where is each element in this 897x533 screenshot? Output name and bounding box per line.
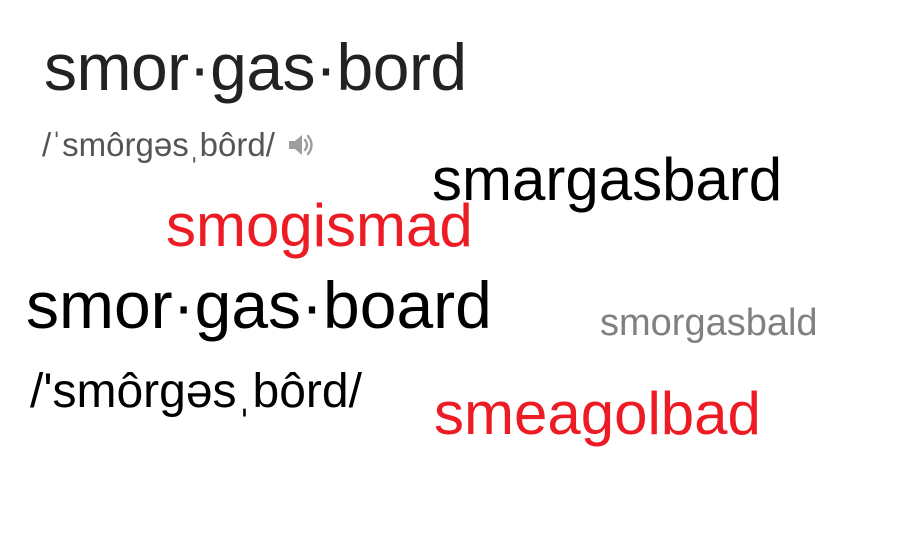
word-smargasbard: smargasbard [432,146,783,213]
speaker-icon[interactable] [285,129,317,161]
pronunciation-large: /'smôrɡəsˌbôrd/ [30,365,362,418]
word-smorgasbald: smorgasbald [600,302,818,344]
speaker-icon-graphic [288,134,313,155]
dictionary-headword: smor·gas·bord [44,30,467,104]
pronunciation-text: /ˈsmôrɡəsˌbôrd/ [42,126,275,163]
pronunciation-row: /ˈsmôrɡəsˌbôrd/ [42,128,317,161]
word-smeagolbad: smeagolbad [434,380,761,447]
word-smogismad: smogismad [166,192,473,259]
word-smorgasboard: smor·gas·board [26,268,492,342]
